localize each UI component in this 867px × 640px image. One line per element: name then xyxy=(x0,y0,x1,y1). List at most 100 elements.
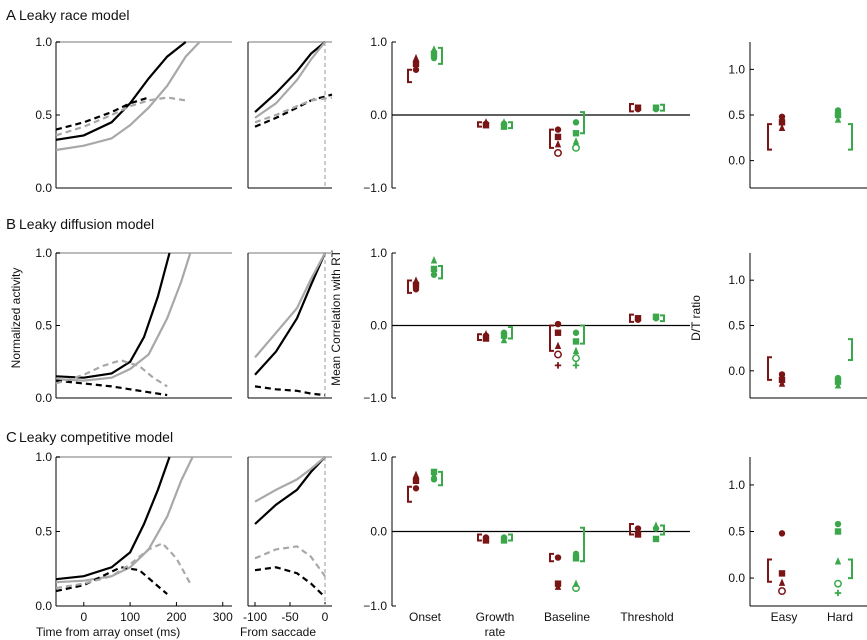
panel-A-dt-ratio: 1.0 0.5 0.0 xyxy=(728,42,867,189)
activity-trace-fast-solid xyxy=(254,252,327,376)
data-point xyxy=(482,335,490,342)
range-bracket xyxy=(660,103,665,112)
data-point xyxy=(412,485,420,492)
range-bracket xyxy=(477,533,482,542)
data-point xyxy=(778,530,786,537)
y-tick-label: 0.0 xyxy=(35,599,52,613)
range-bracket xyxy=(629,103,634,113)
y-tick-label: −1.0 xyxy=(363,391,387,405)
activity-trace-fast-dashed xyxy=(55,96,149,131)
panel-C-dt-ratio: 1.0 0.5 0.0 xyxy=(728,457,867,607)
data-point xyxy=(554,350,562,359)
activity-trace-fast-dashed xyxy=(254,385,326,397)
range-bracket xyxy=(438,46,443,65)
data-point xyxy=(652,104,660,111)
data-point xyxy=(834,115,842,123)
y-tick-label: −1.0 xyxy=(363,181,387,195)
data-point xyxy=(412,477,420,485)
row-title-b-text: Leaky diffusion model xyxy=(19,216,154,232)
x-axis-label-array: Time from array onset (ms) xyxy=(36,625,180,639)
range-bracket xyxy=(407,68,412,84)
data-point xyxy=(634,527,642,535)
data-point xyxy=(834,381,842,389)
data-point xyxy=(412,276,420,284)
y-tick-label: 0.5 xyxy=(728,108,745,122)
range-bracket xyxy=(508,325,513,340)
y-tick-label: 0.0 xyxy=(370,319,387,333)
plots: 0.00.51.0 1.00.0−1.01.00.50.00.00.51.0 1.0… xyxy=(35,35,867,624)
range-bracket xyxy=(477,333,482,341)
range-bracket xyxy=(767,356,772,381)
range-bracket xyxy=(660,314,665,323)
range-bracket xyxy=(580,111,585,135)
range-bracket xyxy=(848,338,853,361)
range-bracket xyxy=(407,279,412,294)
range-bracket xyxy=(477,121,482,128)
data-point xyxy=(482,330,490,338)
data-point xyxy=(430,45,438,53)
y-tick-label: 1.0 xyxy=(370,246,387,260)
data-point xyxy=(412,470,420,479)
data-point xyxy=(778,113,786,121)
panel-C-activity-array: 0.0 0.5 1.0 0 100 200 300 xyxy=(35,450,233,624)
data-point xyxy=(412,53,420,62)
data-point xyxy=(778,119,786,126)
row-title-b: B Leaky diffusion model xyxy=(6,216,154,233)
category-label-growth: Growth xyxy=(476,610,515,624)
data-point xyxy=(778,123,786,131)
panel-A-activity-array: 0.0 0.5 1.0 xyxy=(35,35,232,195)
data-point xyxy=(430,271,438,278)
panel-C-correlation: 1.0 0.0 −1.0 xyxy=(363,450,690,613)
data-point xyxy=(652,535,660,543)
y-tick-label: 1.0 xyxy=(728,273,745,287)
data-point xyxy=(554,126,562,133)
y-tick-label: 1.0 xyxy=(35,450,52,464)
data-point xyxy=(554,133,562,141)
data-point xyxy=(482,118,490,126)
data-point xyxy=(572,119,580,126)
data-point xyxy=(430,470,438,479)
category-label-baseline: Baseline xyxy=(544,610,590,624)
range-bracket xyxy=(549,324,554,352)
y-tick-label: 1.0 xyxy=(35,35,52,49)
data-point xyxy=(500,118,508,126)
data-point xyxy=(572,555,580,562)
y-tick-label: −1.0 xyxy=(363,599,387,613)
data-point xyxy=(430,50,438,57)
data-point xyxy=(834,528,842,535)
category-label-hard: Hard xyxy=(827,610,853,624)
activity-trace-slow-solid xyxy=(254,252,326,359)
x-tick-label: -100 xyxy=(243,610,267,624)
activity-trace-slow-dashed xyxy=(254,545,326,577)
category-label-growth-second-line: rate xyxy=(485,625,506,639)
row-title-c: C Leaky competitive model xyxy=(6,429,173,446)
data-point xyxy=(572,362,580,369)
y-tick-label: 0.5 xyxy=(35,525,52,539)
activity-trace-fast-solid xyxy=(55,252,171,379)
activity-trace-slow-solid xyxy=(254,456,326,503)
data-point xyxy=(572,338,580,345)
panel-A-correlation: 1.0 0.0 −1.0 xyxy=(363,35,690,195)
data-point xyxy=(572,346,580,355)
y-axis-label-correlation: Mean Correlation with RT xyxy=(329,249,343,386)
range-bracket xyxy=(767,123,772,151)
panel-B-activity-saccade xyxy=(247,252,332,399)
data-point xyxy=(430,265,438,273)
x-tick-label: 0 xyxy=(80,610,87,624)
data-point xyxy=(554,554,562,561)
y-tick-label: 1.0 xyxy=(728,478,745,492)
data-point xyxy=(572,137,580,145)
category-label-onset: Onset xyxy=(409,610,442,624)
data-point xyxy=(412,281,420,289)
data-point xyxy=(652,313,660,320)
data-point xyxy=(500,335,508,344)
range-bracket xyxy=(629,523,634,536)
x-axis-label-saccade: From saccade xyxy=(240,625,316,639)
data-point xyxy=(834,579,842,588)
activity-trace-slow-solid xyxy=(55,456,194,584)
y-tick-label: 0.0 xyxy=(728,364,745,378)
y-tick-label: 1.0 xyxy=(370,35,387,49)
y-axis-label-activity: Normalized activity xyxy=(9,268,23,369)
data-point xyxy=(500,534,508,543)
data-point xyxy=(572,354,580,363)
